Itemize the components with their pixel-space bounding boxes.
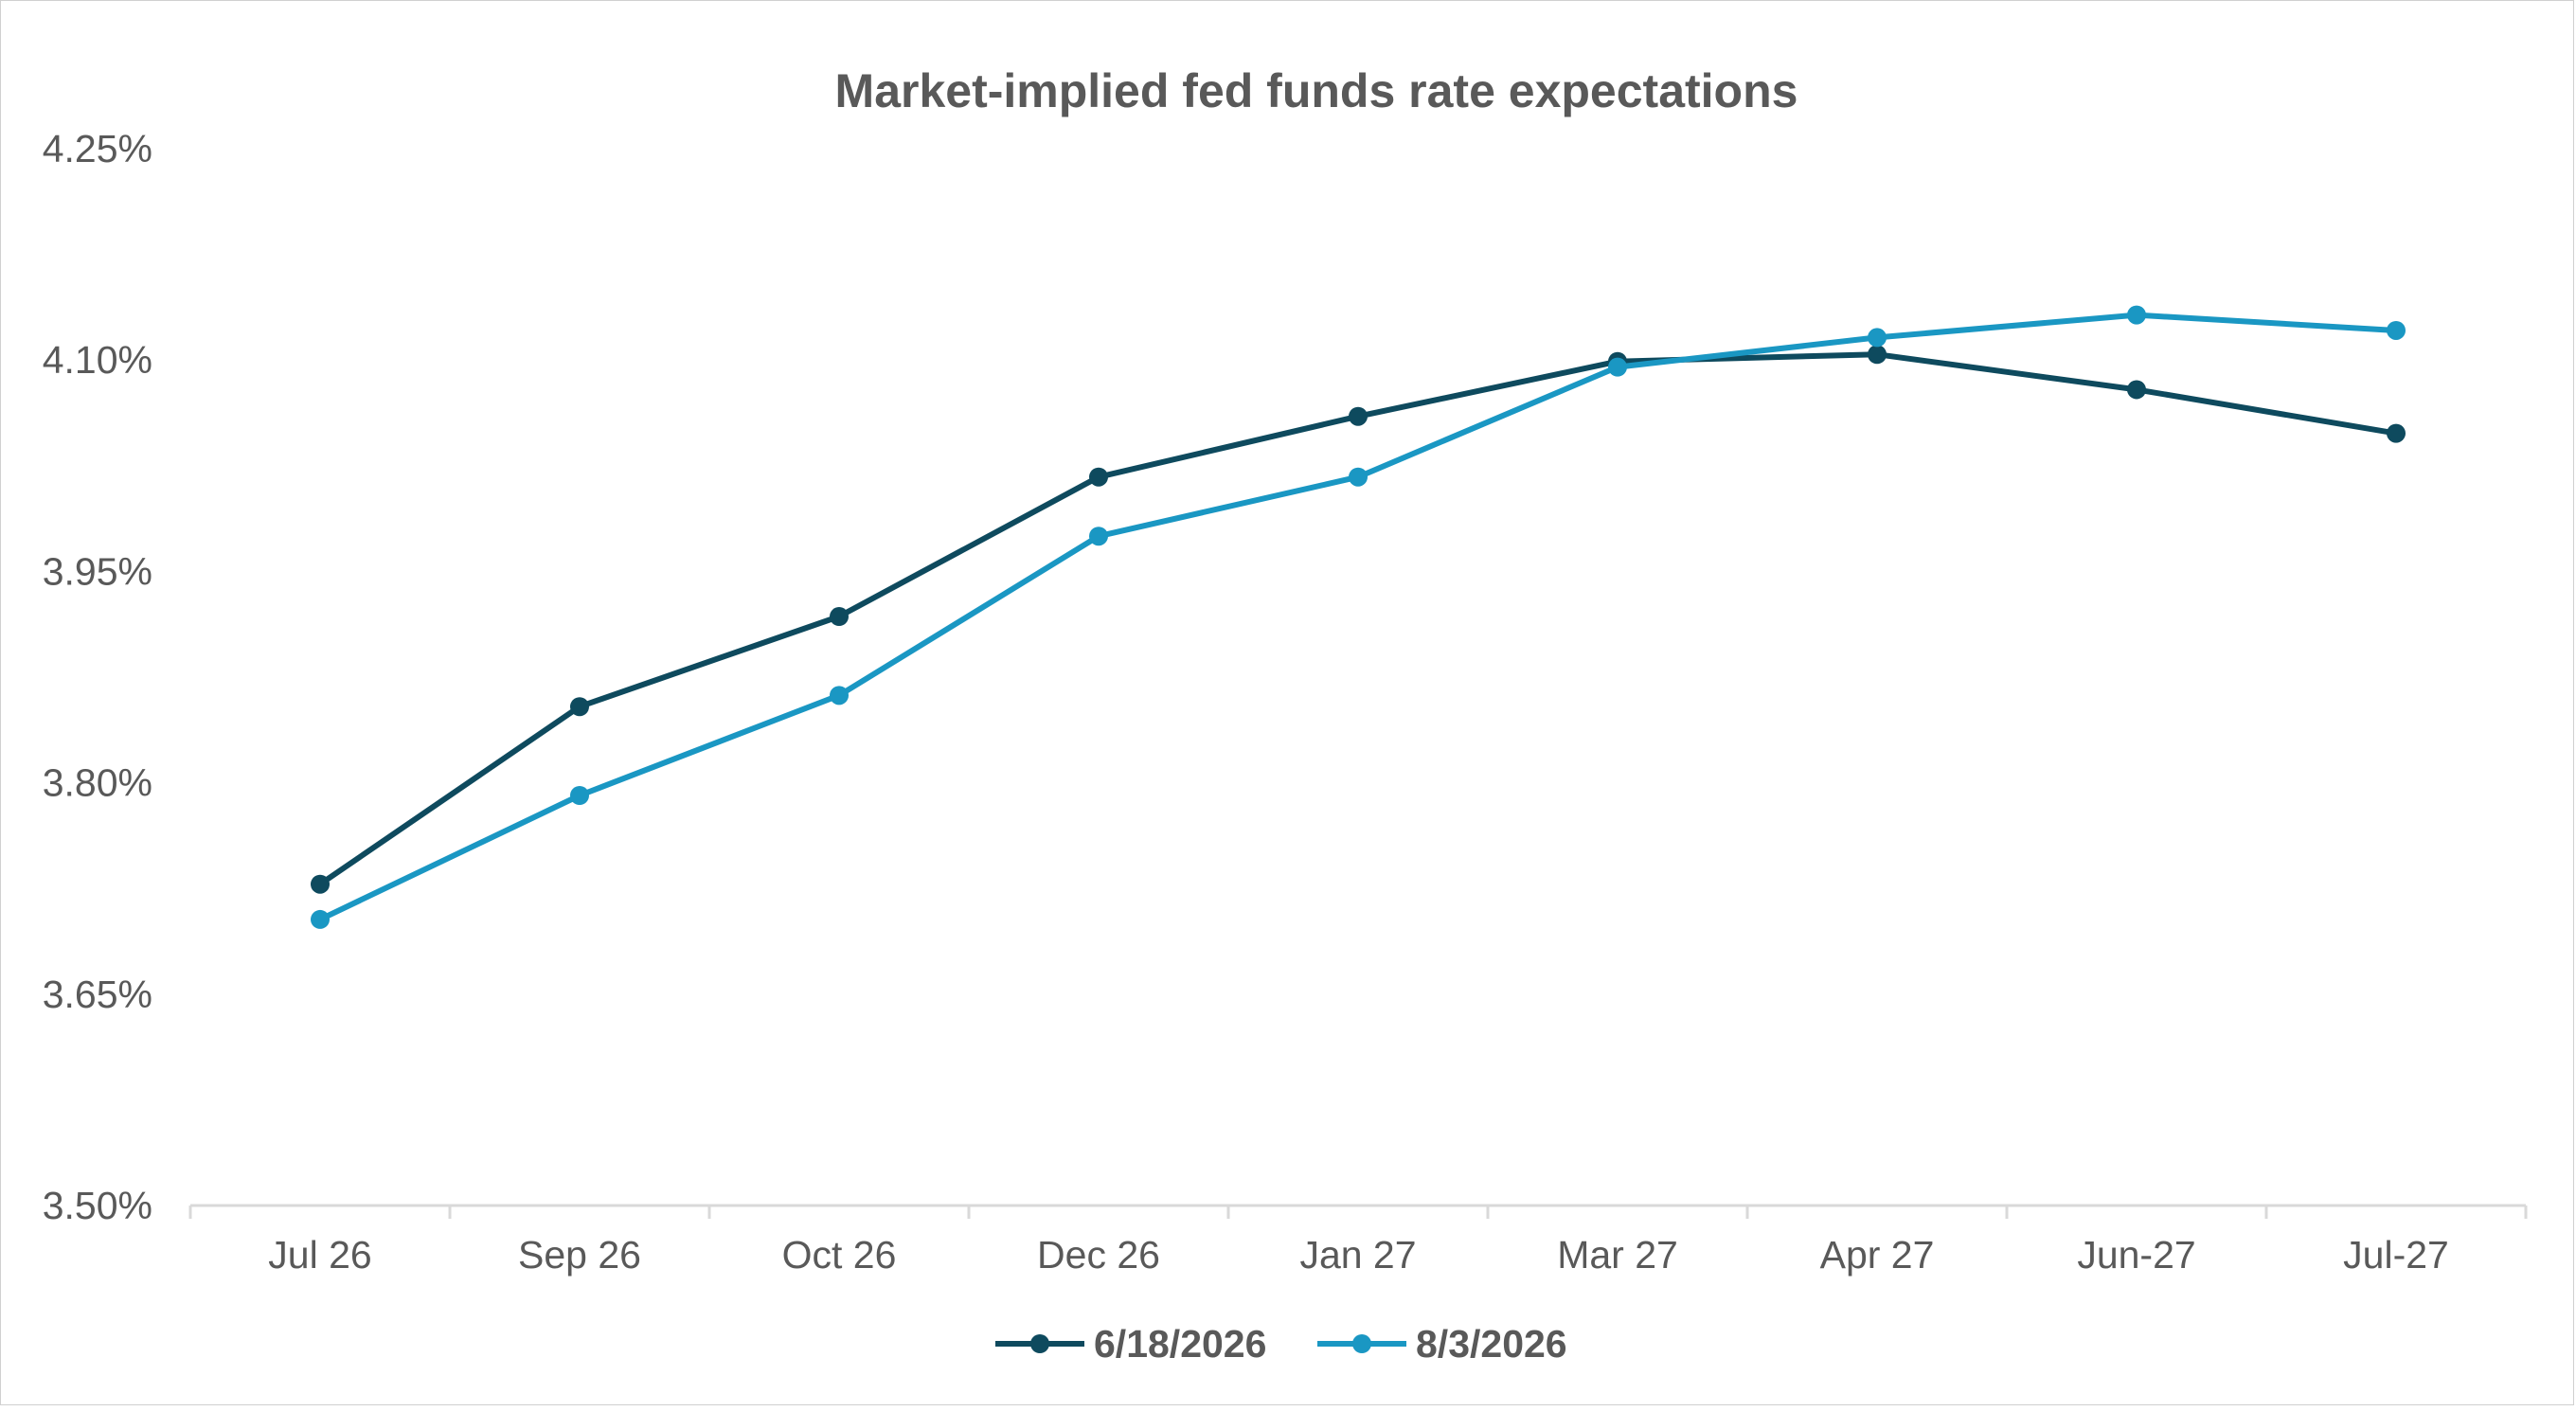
y-tick-label: 3.65% [43, 973, 152, 1016]
x-tick-label: Mar 27 [1557, 1233, 1678, 1277]
data-point [830, 686, 849, 706]
data-point [2127, 305, 2146, 325]
series-2 [311, 305, 2406, 929]
y-tick-label: 3.95% [43, 549, 152, 593]
data-point [1868, 345, 1887, 365]
x-tick-label: Apr 27 [1820, 1233, 1935, 1277]
data-point [2387, 320, 2406, 340]
x-tick-label: Jan 27 [1299, 1233, 1416, 1277]
data-point [2127, 380, 2146, 400]
legend-item: 6/18/2026 [995, 1322, 1266, 1366]
data-point [570, 697, 589, 717]
legend-swatch-marker [1030, 1334, 1049, 1353]
data-point [2387, 423, 2406, 443]
x-tick-label: Dec 26 [1037, 1233, 1160, 1277]
series-1 [311, 345, 2406, 894]
x-axis-labels: Jul 26 Sep 26 Oct 26 Dec 26 Jan 27 Mar 27 Apr … [268, 1233, 2449, 1277]
data-point [1089, 527, 1108, 546]
y-tick-label: 4.10% [43, 338, 152, 382]
data-point [570, 785, 589, 805]
data-point [1349, 467, 1368, 487]
x-tick-label: Sep 26 [518, 1233, 641, 1277]
data-point [1868, 328, 1887, 348]
data-point [1089, 467, 1108, 487]
chart-title: Market-implied fed funds rate expectatio… [835, 64, 1798, 117]
x-tick-label: Jul-27 [2343, 1233, 2449, 1277]
data-point [1349, 406, 1368, 426]
data-point [311, 909, 330, 929]
y-tick-label: 3.80% [43, 761, 152, 805]
series-line [317, 351, 2399, 887]
series-layer [311, 305, 2406, 929]
legend-swatch-marker [1352, 1334, 1371, 1353]
y-tick-label: 4.25% [43, 127, 152, 170]
x-tick-label: Jun-27 [2077, 1233, 2195, 1277]
x-axis [188, 1204, 2528, 1219]
x-tick-label: Jul 26 [268, 1233, 371, 1277]
data-point [311, 874, 330, 894]
data-point [830, 607, 849, 627]
legend: 6/18/2026 8/3/2026 [995, 1322, 1567, 1366]
legend-label: 6/18/2026 [1094, 1322, 1266, 1366]
data-point [1608, 357, 1627, 377]
x-tick-label: Oct 26 [782, 1233, 897, 1277]
y-tick-label: 3.50% [43, 1184, 152, 1227]
legend-label: 8/3/2026 [1416, 1322, 1567, 1366]
series-line [317, 312, 2399, 922]
legend-item: 8/3/2026 [1317, 1322, 1567, 1366]
y-axis-labels: 3.50% 3.65% 3.80% 3.95% 4.10% 4.25% [43, 127, 152, 1227]
